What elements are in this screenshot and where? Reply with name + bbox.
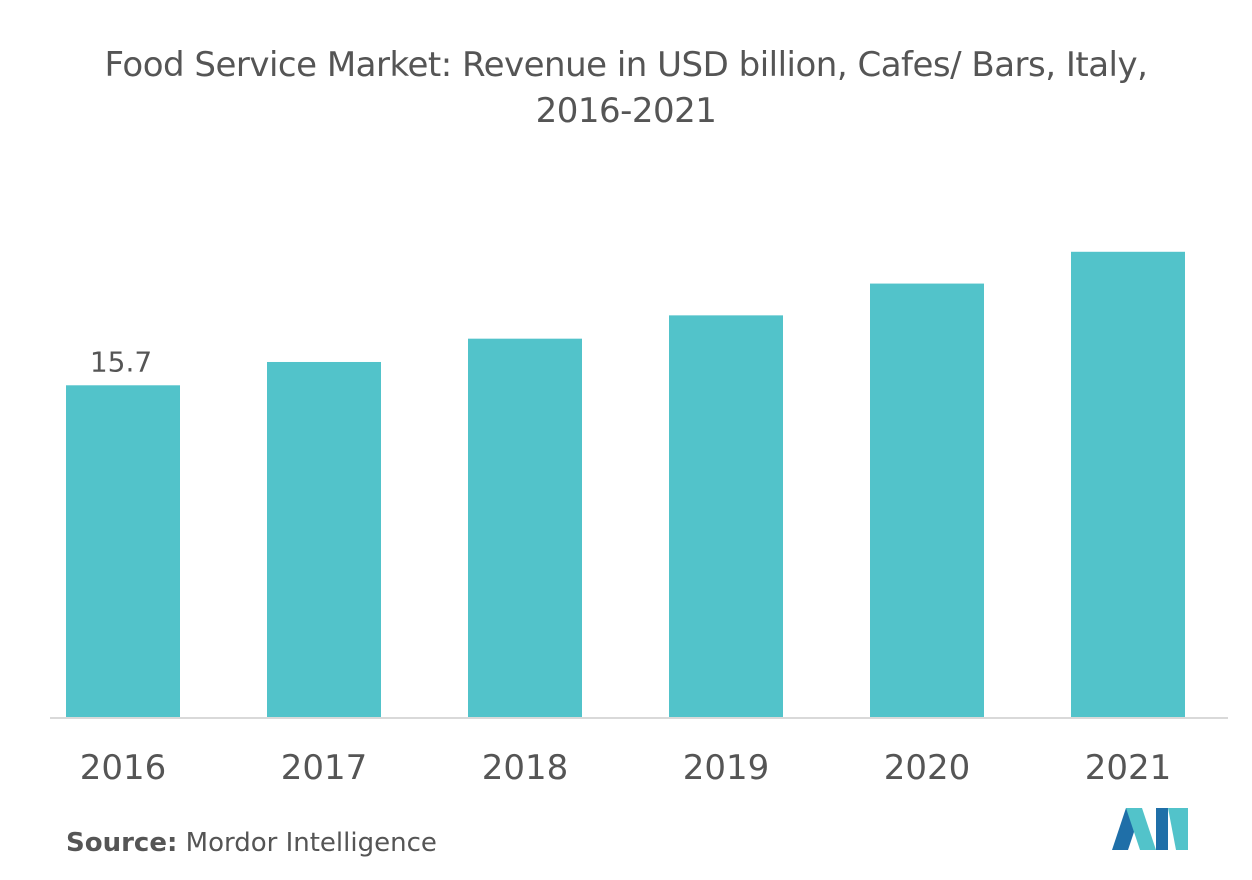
chart-title: Food Service Market: Revenue in USD bill…: [0, 42, 1252, 134]
bar-2020: [870, 283, 984, 718]
x-tick-labels-group: 2016 2017 2018 2019 2020 2021: [80, 748, 1172, 788]
mordor-intelligence-logo-icon: [1112, 808, 1188, 850]
bars-group: [66, 251, 1185, 718]
x-tick-label-2017: 2017: [281, 748, 368, 788]
chart-title-line-2: 2016-2021: [535, 91, 717, 131]
x-tick-label-2018: 2018: [482, 748, 569, 788]
x-tick-label-2021: 2021: [1085, 748, 1172, 788]
data-label-2016: 15.7: [90, 345, 152, 378]
source-label: Source:: [66, 828, 178, 858]
bar-2021: [1071, 251, 1185, 718]
bar-2019: [669, 315, 783, 718]
bar-2018: [468, 338, 582, 718]
source-text: Mordor Intelligence: [185, 828, 437, 858]
bar-2016: [66, 385, 180, 718]
x-tick-label-2020: 2020: [884, 748, 971, 788]
source-note: Source: Mordor Intelligence: [66, 828, 437, 858]
data-labels-group: 15.7: [90, 345, 152, 378]
bar-2017: [267, 361, 381, 718]
x-tick-label-2019: 2019: [683, 748, 770, 788]
x-tick-label-2016: 2016: [80, 748, 167, 788]
chart-title-line-1: Food Service Market: Revenue in USD bill…: [104, 45, 1148, 85]
bar-chart: 15.7 2016 2017 2018 2019 2020 2021: [50, 251, 1228, 788]
